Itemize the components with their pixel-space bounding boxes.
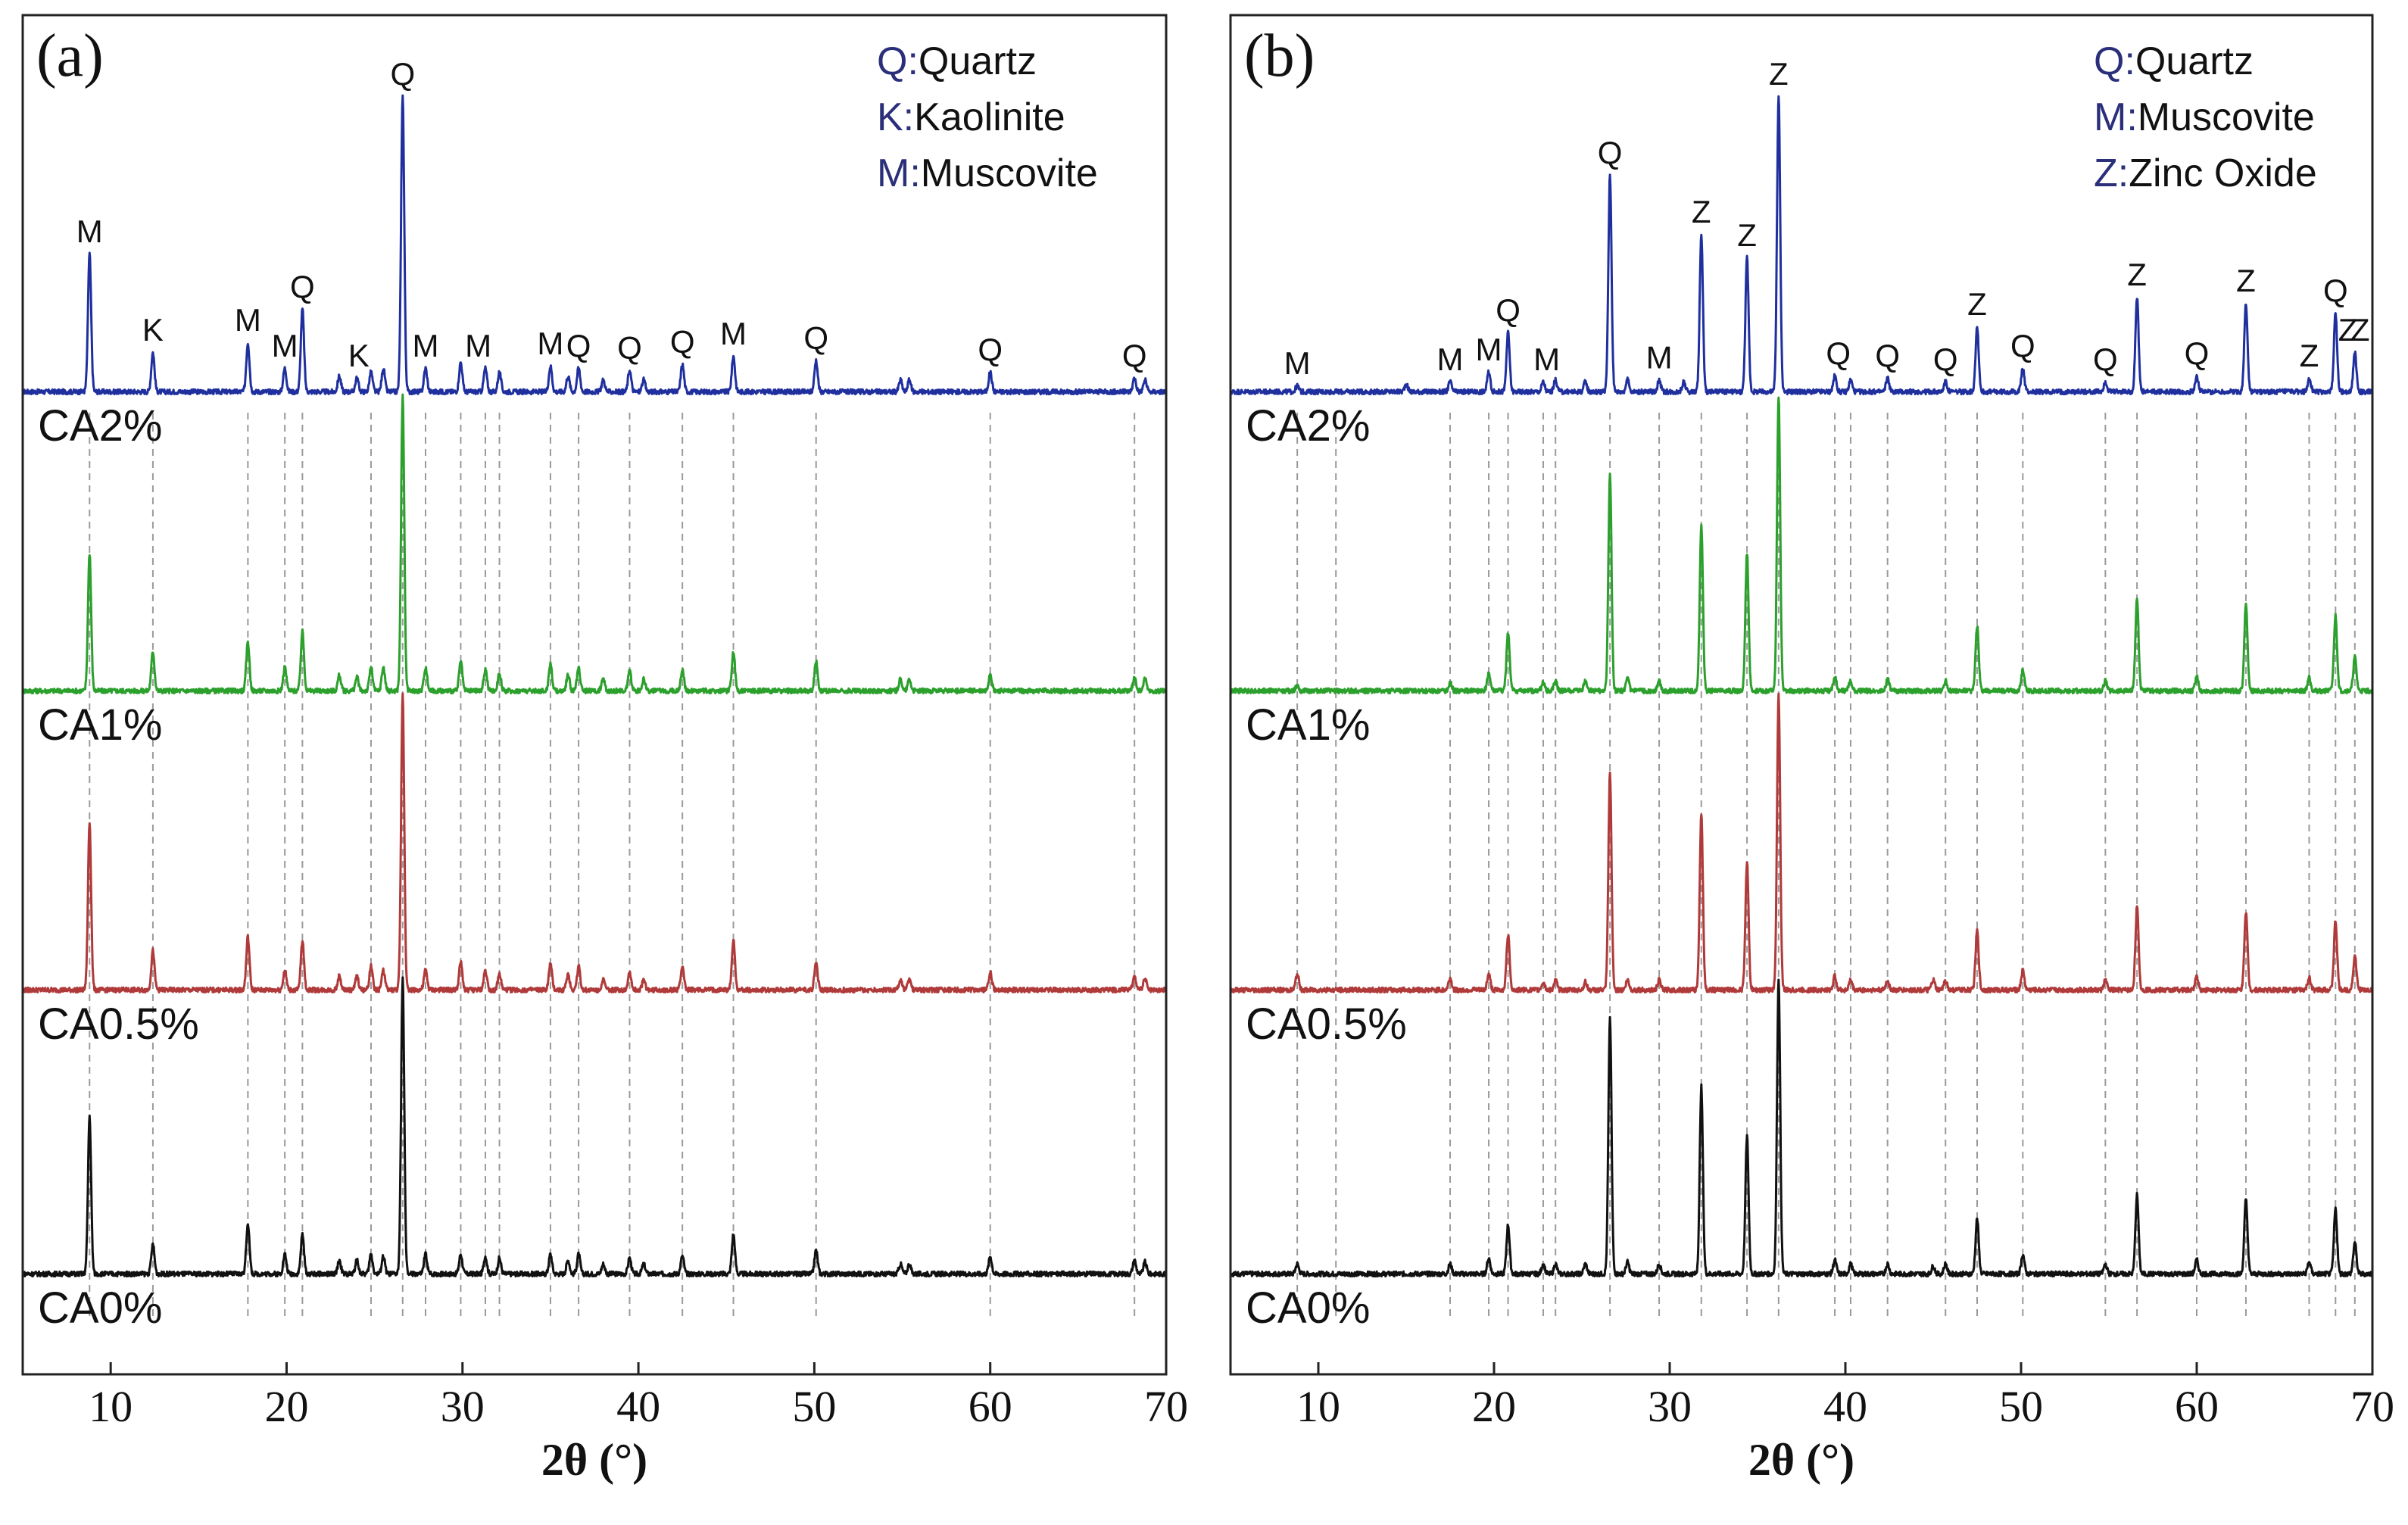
series-line-ca0-5	[21, 692, 1168, 994]
legend-entry: M:Muscovite	[877, 151, 1098, 195]
legend-name: Muscovite	[921, 151, 1098, 195]
legend-name: Kaolinite	[914, 95, 1065, 139]
x-tick-label: 20	[1472, 1382, 1516, 1431]
peak-label: M	[1437, 341, 1464, 377]
series-label: CA0.5%	[38, 1000, 199, 1049]
legend-abbr: M:	[2094, 95, 2138, 139]
series-line-ca0	[1229, 978, 2373, 1278]
peak-label: M	[76, 214, 103, 249]
peak-label: Q	[1122, 338, 1147, 373]
x-tick-label: 60	[969, 1382, 1012, 1431]
peak-label: Q	[2093, 341, 2118, 377]
series-label: CA2%	[38, 401, 162, 451]
peak-label: Q	[1598, 135, 1623, 170]
peak-label: Q	[290, 269, 315, 304]
peak-label: K	[142, 312, 164, 348]
series-label: CA1%	[38, 700, 162, 750]
x-tick-label: 70	[1144, 1382, 1188, 1431]
legend-entry: Q:Quartz	[877, 39, 1037, 83]
series-label: CA2%	[1246, 401, 1370, 451]
peak-label: Z	[1967, 286, 1987, 322]
legend-name: Zinc Oxide	[2129, 151, 2317, 195]
peak-label: M	[1533, 341, 1560, 377]
plot-frame	[1229, 14, 2374, 1376]
peak-label: Z	[2127, 257, 2147, 292]
legend-entry: K:Kaolinite	[877, 95, 1065, 139]
legend-name: Quartz	[2135, 39, 2254, 83]
peak-label: Q	[390, 56, 415, 92]
peak-label: Q	[2323, 273, 2348, 308]
peak-label: Q	[670, 324, 695, 360]
legend-abbr: Z:	[2094, 151, 2129, 195]
x-tick-label: 50	[1999, 1382, 2043, 1431]
peak-label: M	[1646, 339, 1673, 375]
peak-label: Z	[1692, 194, 1711, 229]
legend-name: Quartz	[919, 39, 1037, 83]
series-line-ca1	[21, 393, 1168, 695]
x-tick-label: 30	[441, 1382, 485, 1431]
legend-abbr: Q:	[877, 39, 919, 83]
x-axis-label: 2θ (°)	[541, 1435, 647, 1485]
peak-label: Q	[1875, 338, 1900, 373]
panel-label: (a)	[36, 23, 104, 89]
legend-name: Muscovite	[2138, 95, 2315, 139]
peak-label: M	[537, 326, 563, 361]
legend-entry: Q:Quartz	[2094, 39, 2254, 83]
series-line-ca1	[1229, 396, 2374, 695]
x-tick-label: 40	[1823, 1382, 1867, 1431]
peak-label: Z	[2300, 338, 2319, 373]
peak-label: M	[412, 328, 438, 363]
peak-label: Q	[1826, 335, 1851, 371]
series-label: CA1%	[1246, 700, 1370, 750]
peak-label: M	[720, 316, 747, 351]
peak-label: Q	[2010, 328, 2035, 363]
plot-frame	[21, 14, 1168, 1376]
peak-label: Q	[617, 329, 642, 365]
peak-label: M	[1476, 332, 1502, 367]
peak-label: M	[1284, 345, 1311, 381]
legend-entry: Z:Zinc Oxide	[2094, 151, 2317, 195]
peak-label: Z	[2350, 312, 2370, 348]
series-line-ca0	[22, 976, 1167, 1278]
legend-abbr: Q:	[2094, 39, 2135, 83]
peak-label: Z	[2338, 312, 2358, 348]
peak-label: Z	[1769, 56, 1789, 92]
series-line-ca0-5	[1229, 692, 2374, 994]
x-tick-label: 40	[616, 1382, 660, 1431]
x-tick-label: 30	[1648, 1382, 1692, 1431]
peak-label: Q	[978, 332, 1003, 367]
peak-label: Q	[2185, 335, 2210, 371]
peak-label: M	[235, 302, 261, 338]
series-line-ca2	[22, 94, 1168, 396]
x-tick-label: 70	[2350, 1382, 2394, 1431]
panel-label: (b)	[1244, 23, 1315, 89]
x-tick-label: 10	[89, 1382, 133, 1431]
x-tick-label: 60	[2175, 1382, 2219, 1431]
legend-abbr: K:	[877, 95, 914, 139]
peak-label: Z	[2236, 263, 2256, 298]
legend-entry: M:Muscovite	[2094, 95, 2315, 139]
series-line-ca2	[1229, 95, 2374, 396]
legend-abbr: M:	[877, 151, 921, 195]
series-label: CA0%	[1246, 1283, 1370, 1333]
x-tick-label: 20	[264, 1382, 308, 1431]
peak-label: Q	[803, 320, 828, 355]
peak-label: Q	[566, 328, 591, 363]
peak-label: Z	[1737, 217, 1757, 253]
peak-label: K	[348, 338, 370, 373]
peak-label: Q	[1933, 341, 1958, 377]
series-label: CA0.5%	[1246, 1000, 1407, 1049]
peak-label: M	[272, 328, 298, 363]
peak-label: M	[465, 328, 491, 363]
peak-label: Q	[1496, 292, 1521, 328]
series-label: CA0%	[38, 1283, 162, 1333]
x-axis-label: 2θ (°)	[1748, 1435, 1854, 1485]
x-tick-label: 10	[1296, 1382, 1340, 1431]
x-tick-label: 50	[792, 1382, 836, 1431]
